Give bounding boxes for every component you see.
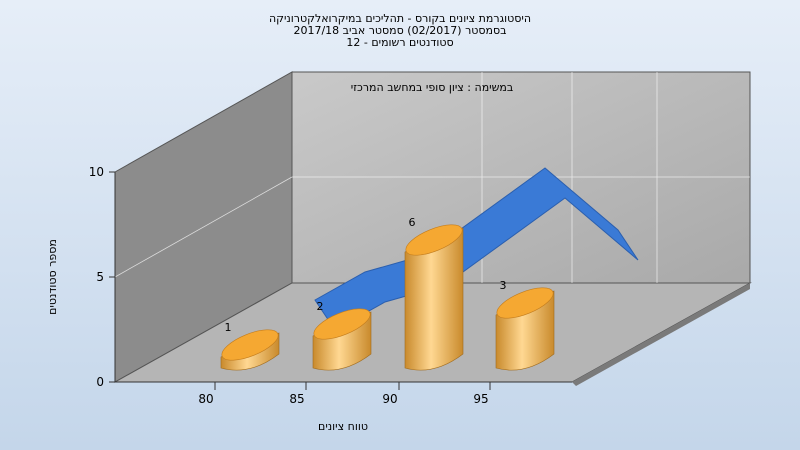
bar-80: 1 (220, 321, 280, 371)
y-tick-label: 10 (89, 165, 104, 179)
x-tick-label: 90 (382, 392, 397, 406)
gridlines (114, 72, 750, 283)
back-wall (291, 71, 751, 284)
bar-85: 2 (312, 300, 372, 371)
y-axis-label: מספר סטודנטים (46, 239, 59, 315)
bar-top (221, 329, 279, 361)
chart-title-line-1: היסטוגרמת ציונים בקורס - תהליכים במיקרוא… (268, 12, 532, 25)
chart-title-line-2: בסמסטר (02/2017) סמסטר אביב 2017/18 (293, 24, 507, 37)
floor-edge (572, 283, 750, 386)
bar-90: 6 (404, 216, 464, 371)
bar-data-label: 2 (317, 300, 324, 313)
bar-top (405, 224, 463, 256)
x-tick-label: 85 (289, 392, 304, 406)
bar-data-label: 6 (409, 216, 416, 229)
bar-body (404, 227, 464, 371)
bar-data-label: 3 (500, 279, 507, 292)
x-tick-label: 95 (473, 392, 488, 406)
bar-95: 3 (495, 279, 555, 371)
y-tick-label: 5 (96, 270, 104, 284)
x-axis-label: טווח ציונים (318, 420, 368, 433)
chart-title-line-3: סטודנטים רשומים - 12 (346, 36, 454, 49)
bar-top (313, 308, 371, 340)
x-tick-label: 80 (198, 392, 213, 406)
bar-top (496, 287, 554, 319)
y-tick-label: 0 (96, 375, 104, 389)
bar-data-label: 1 (225, 321, 232, 334)
chart-annotation: במשימה : ציון סופי במחשב המרכזי (351, 81, 514, 94)
